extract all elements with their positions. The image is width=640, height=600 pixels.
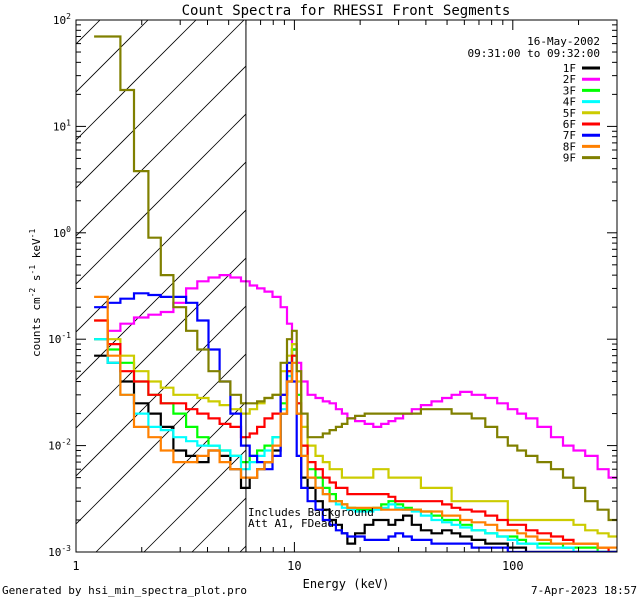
plot-frame	[75, 19, 618, 553]
hatch-line	[76, 20, 197, 141]
hatch-line	[76, 113, 246, 285]
y-tick-label: 102	[53, 12, 71, 27]
y-tick-label: 10-1	[48, 331, 71, 346]
hatch-line	[95, 401, 246, 552]
y-axis-label-exp1: -2	[28, 288, 37, 298]
footer-generated-by: Generated by hsi_min_spectra_plot.pro	[2, 584, 247, 597]
hatch-line	[76, 353, 246, 525]
y-axis-label-exp3: -1	[28, 229, 37, 239]
series-8F	[94, 295, 617, 549]
y-tick-label: 100	[53, 225, 71, 240]
legend-label: 5F	[563, 107, 576, 120]
series-5F	[94, 319, 617, 538]
x-tick-label: 1	[72, 559, 79, 573]
chart-title: Count Spectra for RHESSI Front Segments	[182, 3, 511, 19]
time-range-label: 09:31:00 to 09:32:00	[468, 47, 600, 60]
y-tick-label: 10-2	[48, 438, 71, 453]
y-tick-label: 10-3	[48, 544, 71, 559]
y-tick-label: 101	[53, 118, 71, 133]
legend-label: 3F	[563, 84, 576, 97]
x-tick-label: 100	[502, 559, 524, 573]
hatch-line	[76, 305, 246, 477]
hatch-line	[76, 209, 246, 381]
series-2F	[94, 274, 617, 479]
tick-labels: 1 10 100 10-3 10-2 10-1 100 101 102	[48, 12, 524, 573]
footer-timestamp: 7-Apr-2023 18:57	[531, 584, 637, 597]
legend-label: 6F	[563, 118, 576, 131]
y-axis-label-exp2: -1	[28, 265, 37, 275]
legend-label: 8F	[563, 140, 576, 153]
hatch-line	[143, 449, 246, 552]
hatch-line	[76, 161, 246, 333]
y-axis-label: counts cm-2 s-1 keV-1	[28, 229, 43, 357]
legend-label: 1F	[563, 62, 576, 75]
y-axis-label-main: counts cm	[30, 297, 43, 357]
background-annotation: Includes Background	[248, 506, 374, 519]
hatch-line	[76, 20, 149, 93]
x-tick-label: 10	[287, 559, 301, 573]
date-label: 16-May-2002	[527, 35, 600, 48]
series-4F	[94, 338, 617, 552]
series-9F	[94, 35, 617, 522]
y-axis-label-mid: s	[30, 275, 43, 288]
series-7F	[94, 292, 617, 552]
legend-label: 2F	[563, 73, 576, 86]
hatch-line	[76, 20, 245, 189]
series-6F	[94, 319, 617, 552]
series-layer	[94, 35, 617, 552]
y-axis-label-mid2: keV	[30, 238, 43, 265]
axis-ticks	[75, 19, 618, 553]
x-axis-label: Energy (keV)	[303, 577, 390, 591]
legend-label: 7F	[563, 129, 576, 142]
legend-label: 9F	[563, 152, 576, 165]
attenuator-annotation: Att A1, FDead	[248, 517, 334, 530]
series-1F	[94, 348, 617, 552]
legend-label: 4F	[563, 96, 576, 109]
attenuator-hatch	[76, 20, 246, 552]
